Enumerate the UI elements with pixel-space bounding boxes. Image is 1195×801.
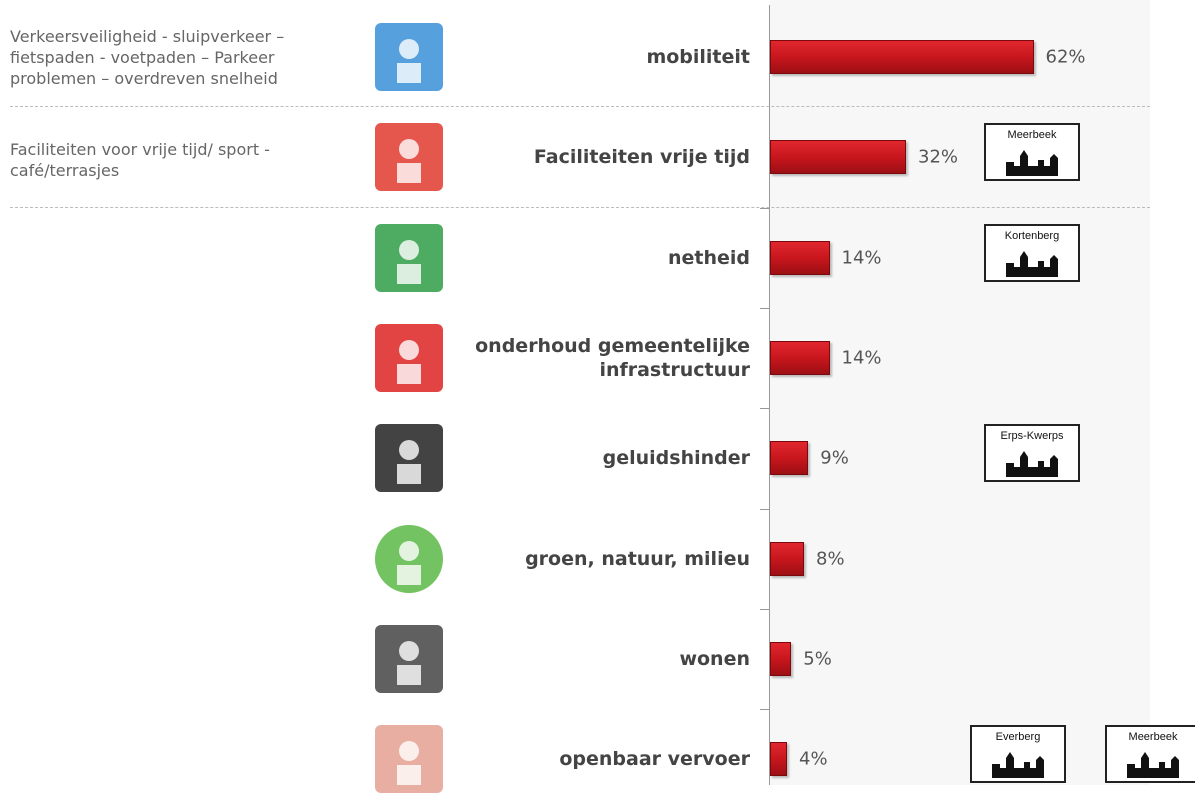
value-label: 62% <box>1045 46 1086 68</box>
note-line: Verkeersveiligheid - sluipverkeer – <box>10 26 285 46</box>
bar <box>770 140 906 175</box>
skyline <box>1127 752 1179 779</box>
town-sign: Meerbeek <box>1105 725 1195 784</box>
icon <box>371 420 447 496</box>
category-label: netheid <box>667 246 750 269</box>
icon <box>371 721 447 797</box>
town-sign-label: Kortenberg <box>1004 229 1060 242</box>
category-label: geluidshinder <box>602 447 750 470</box>
town-sign: Erps-Kwerps <box>984 424 1080 483</box>
category-label: mobiliteit <box>646 46 750 68</box>
skyline <box>1006 150 1058 177</box>
bar <box>770 441 809 476</box>
icon-graphic <box>375 725 443 794</box>
axis-tick <box>760 408 770 410</box>
icon-graphic <box>375 624 443 693</box>
skyline <box>992 752 1044 779</box>
icon <box>371 19 447 95</box>
separator <box>10 106 1150 107</box>
icon-graphic <box>375 524 443 593</box>
bar <box>770 240 830 275</box>
axis-tick <box>760 307 770 309</box>
icon <box>371 621 447 697</box>
town-sign-label: Erps-Kwerps <box>1000 430 1064 443</box>
skyline <box>1006 250 1058 277</box>
icon <box>371 320 447 396</box>
axis-tick <box>760 508 770 510</box>
note-line: fietspaden - voetpaden – Parkeer <box>10 47 275 67</box>
value-label: 9% <box>820 447 849 469</box>
bar <box>770 541 804 576</box>
icon-graphic <box>375 123 443 192</box>
town-sign-label: Meerbeek <box>1128 731 1178 744</box>
bar <box>770 742 787 777</box>
category-label: wonen <box>679 647 750 670</box>
axis-tick <box>760 608 770 610</box>
note: Verkeersveiligheid - sluipverkeer – fiets… <box>10 26 350 89</box>
value-label: 14% <box>841 347 882 369</box>
bar <box>770 641 792 676</box>
icon <box>371 220 447 296</box>
value-label: 8% <box>816 548 845 569</box>
note-line: café/terrasjes <box>10 161 120 181</box>
town-sign: Kortenberg <box>984 223 1080 282</box>
icon-graphic <box>375 23 443 91</box>
value-label: 5% <box>803 648 832 670</box>
axis-tick <box>760 207 770 209</box>
category-label: onderhoud gemeentelijke infrastructuur <box>475 334 750 381</box>
plot-background <box>770 0 1150 785</box>
category-label: groen, natuur, milieu <box>525 547 750 570</box>
icon <box>371 119 447 195</box>
category-label: Faciliteiten vrije tijd <box>533 146 750 169</box>
category-label: openbaar vervoer <box>559 748 750 771</box>
town-sign: Everberg <box>970 725 1066 784</box>
note: Faciliteiten voor vrije tijd/ sport - caf… <box>10 139 350 181</box>
note-line: problemen – overdreven snelheid <box>10 68 278 88</box>
value-label: 32% <box>918 146 959 168</box>
value-label: 4% <box>799 748 828 770</box>
icon-graphic <box>375 223 443 292</box>
separator <box>10 207 1150 208</box>
axis-tick <box>760 709 770 711</box>
bar <box>770 40 1034 74</box>
category-axis <box>769 5 770 785</box>
skyline <box>1006 451 1058 478</box>
town-sign-label: Meerbeek <box>1007 129 1057 142</box>
bar <box>770 340 830 375</box>
icon-graphic <box>375 323 443 392</box>
town-sign: Meerbeek <box>984 123 1080 182</box>
icon <box>371 521 447 597</box>
note-line: Faciliteiten voor vrije tijd/ sport - <box>10 140 270 160</box>
value-label: 14% <box>841 247 882 269</box>
icon-graphic <box>375 424 443 493</box>
town-sign-label: Everberg <box>995 731 1041 744</box>
